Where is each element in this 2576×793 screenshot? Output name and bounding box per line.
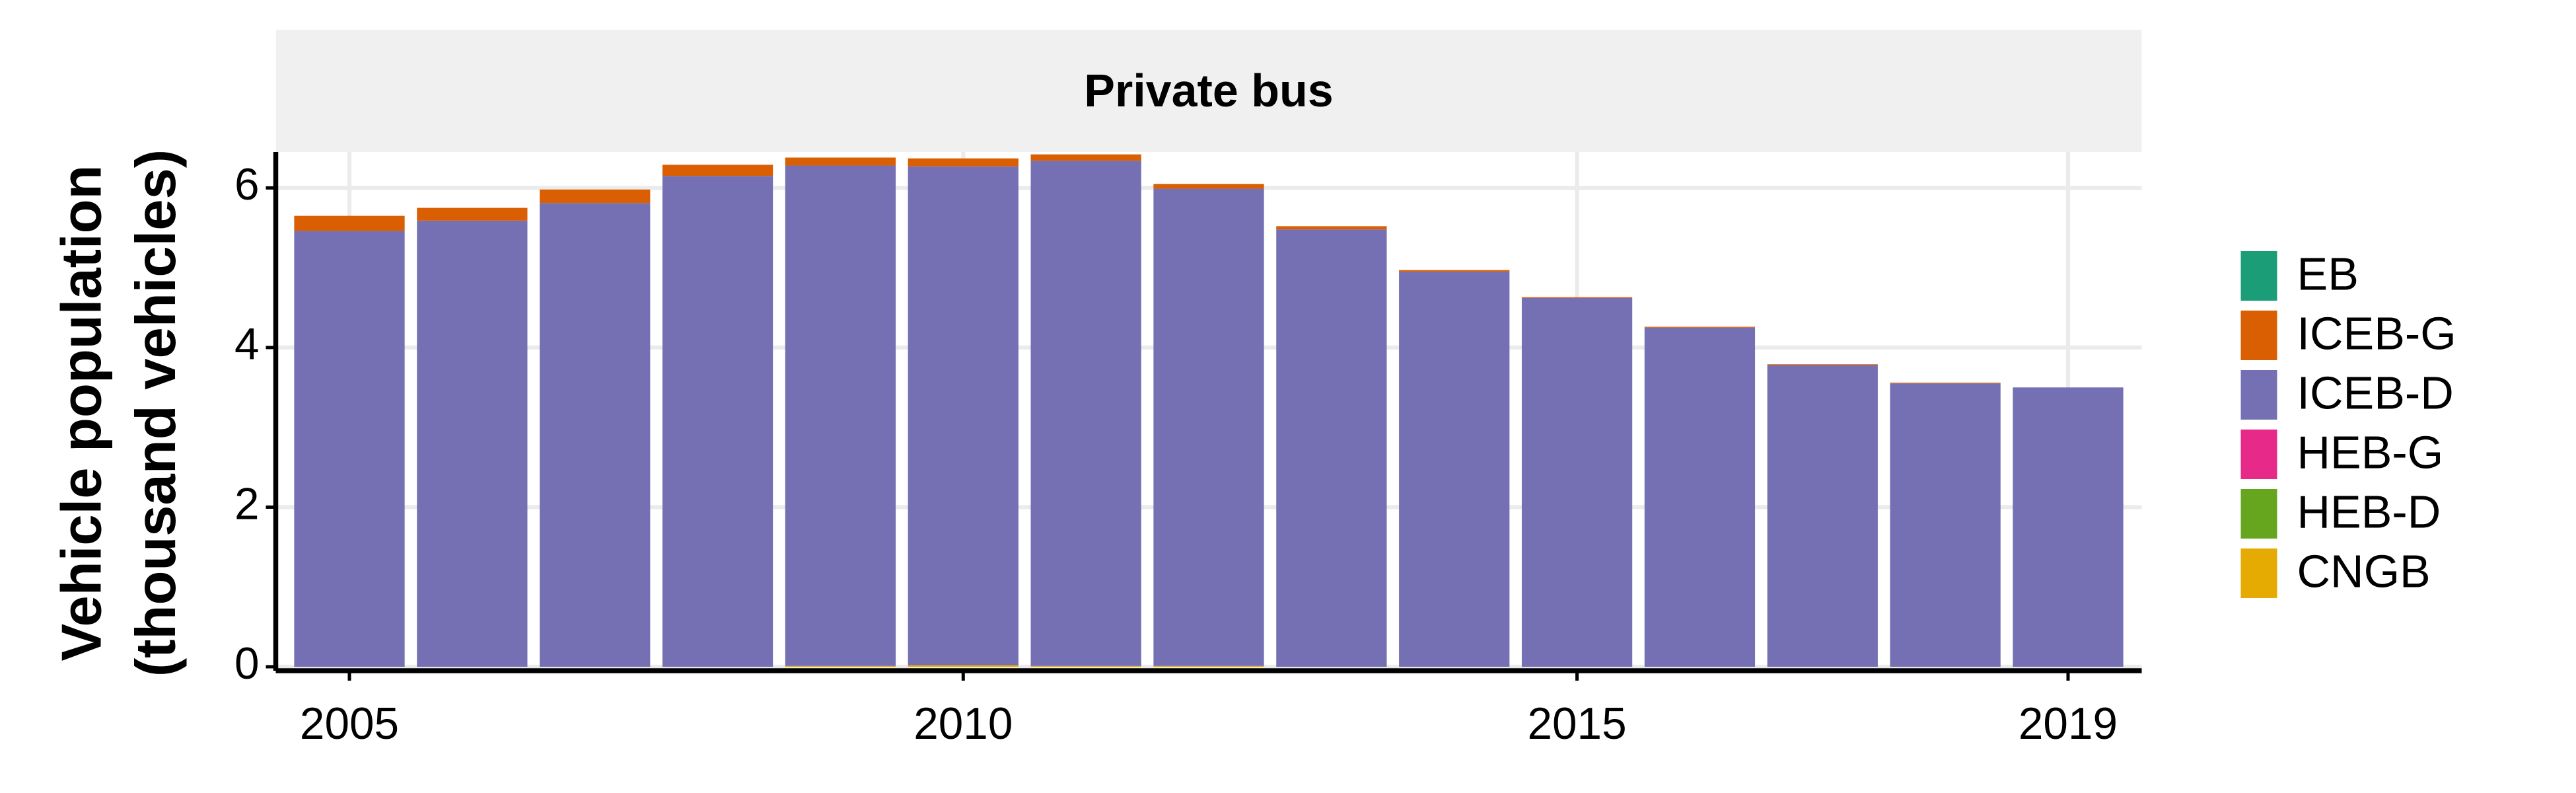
bar-segment — [1644, 326, 1756, 328]
x-tick-label: 2019 — [2019, 699, 2118, 749]
legend-swatch — [2240, 251, 2277, 301]
bar-segment — [294, 231, 405, 667]
legend-swatch — [2240, 489, 2277, 539]
y-tick-label: 6 — [234, 160, 260, 209]
bar-segment — [1521, 297, 1633, 299]
bar-segment — [662, 176, 773, 667]
bar-segment — [1030, 154, 1141, 161]
bar-segment — [1399, 270, 1510, 272]
facet-strip — [275, 30, 2142, 152]
legend-label: ICEB-G — [2297, 307, 2456, 359]
bar-segment — [540, 189, 651, 204]
x-tick-label: 2015 — [1527, 699, 1626, 749]
y-axis-label: Vehicle population — [50, 165, 113, 661]
bar-segment — [1153, 188, 1264, 666]
bar-segment — [1399, 272, 1510, 667]
y-tick-label: 0 — [234, 639, 260, 689]
bar-segment — [1767, 365, 1878, 667]
bar-segment — [540, 203, 651, 667]
bar-segment — [1276, 229, 1387, 667]
bar-segment — [908, 158, 1019, 167]
legend-swatch — [2240, 370, 2277, 420]
bar-segment — [1030, 665, 1141, 667]
bar-segment — [662, 165, 773, 176]
bar-segment — [1030, 161, 1141, 666]
bar-segment — [908, 166, 1019, 665]
legend-label: HEB-G — [2297, 426, 2444, 478]
legend-label: ICEB-D — [2297, 367, 2454, 418]
bar-segment — [785, 165, 896, 666]
legend-swatch — [2240, 430, 2277, 479]
bar-segment — [1153, 184, 1264, 189]
bar-segment — [417, 220, 528, 667]
bar-segment — [908, 665, 1019, 667]
bar-segment — [2013, 387, 2124, 667]
bar-segment — [1521, 298, 1633, 667]
x-tick-label: 2010 — [913, 699, 1013, 749]
bar-segment — [294, 215, 405, 231]
y-tick-label: 4 — [234, 320, 260, 369]
x-tick-label: 2005 — [300, 699, 399, 749]
bar-segment — [1767, 364, 1878, 365]
legend-swatch — [2240, 548, 2277, 598]
bar-segment — [785, 665, 896, 667]
legend-swatch — [2240, 311, 2277, 360]
y-tick-label: 2 — [234, 479, 260, 529]
y-axis-label: (thousand vehicles) — [125, 149, 188, 677]
bar-segment — [1890, 383, 2001, 667]
bar-segment — [785, 157, 896, 166]
bar-segment — [1644, 327, 1756, 667]
bar-segment — [417, 208, 528, 221]
bar-segment — [1153, 665, 1264, 667]
bar-segment — [1276, 226, 1387, 230]
legend-label: EB — [2297, 248, 2359, 299]
legend-label: CNGB — [2297, 545, 2431, 597]
chart-title: Private bus — [1084, 65, 1333, 116]
legend-label: HEB-D — [2297, 486, 2441, 537]
